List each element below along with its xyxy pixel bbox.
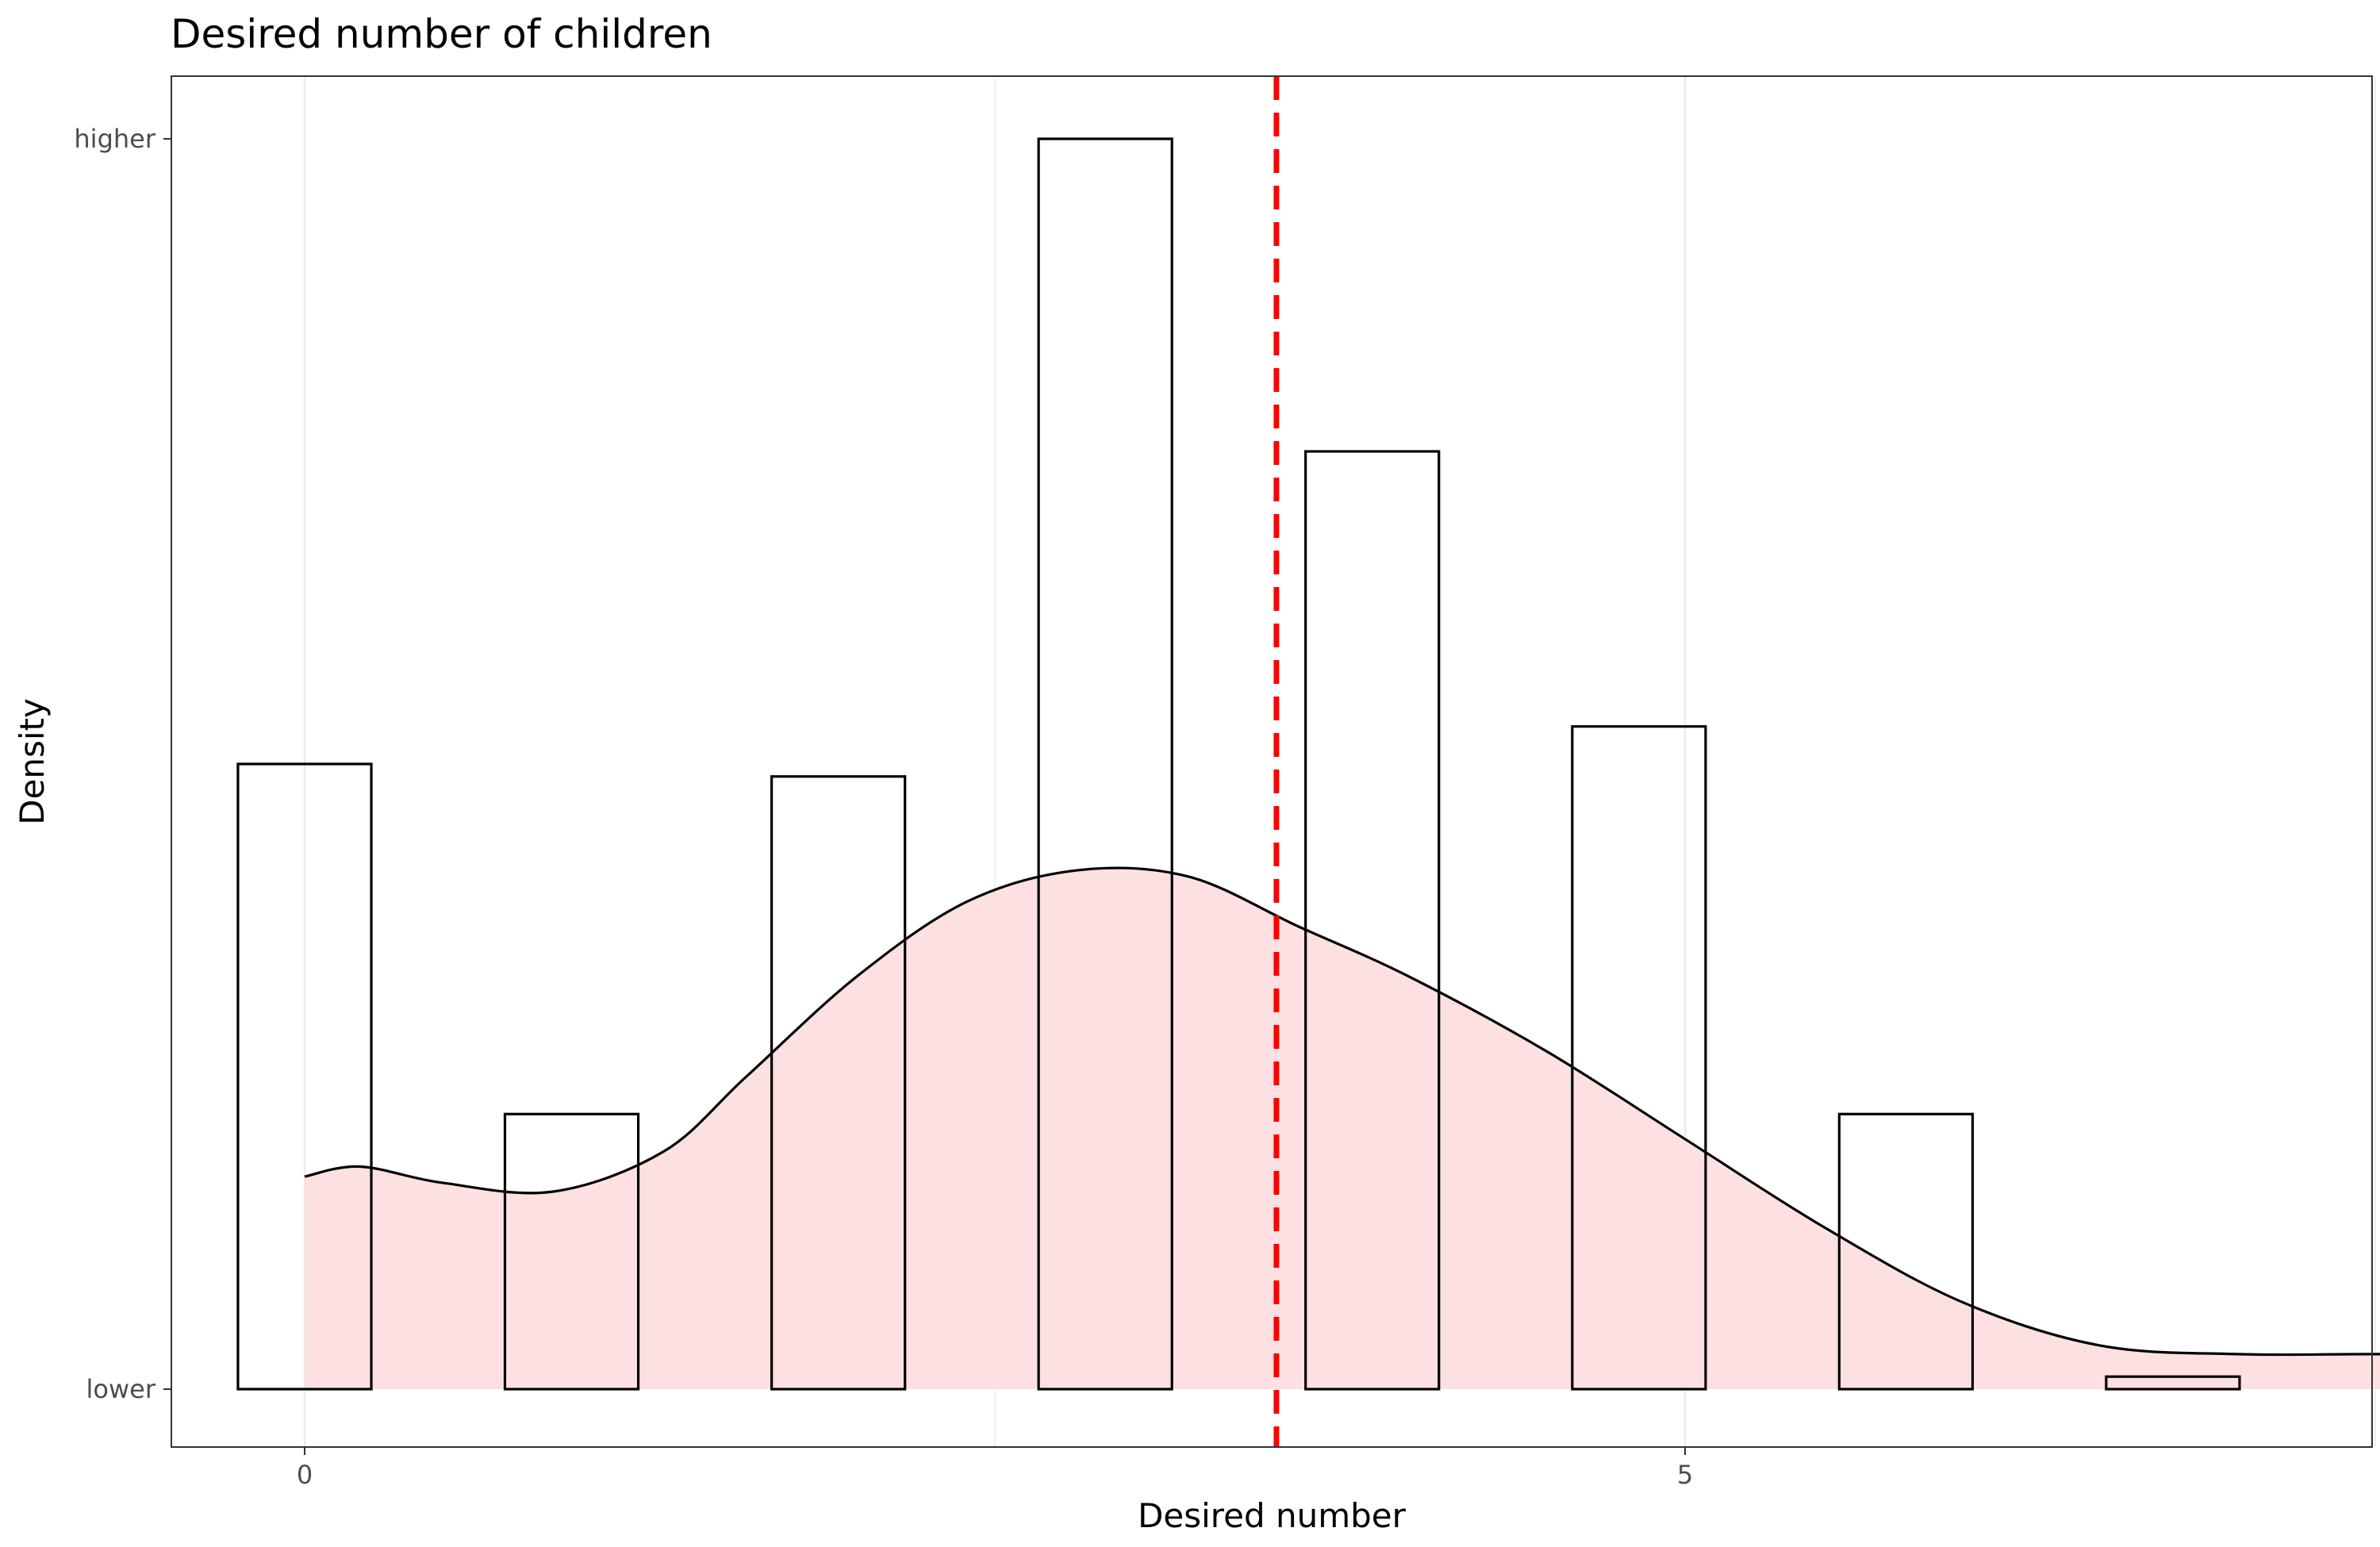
density-area [305,868,2380,1389]
histogram-bar [236,762,373,1391]
density-layer [304,866,2380,1389]
histogram-bar [2105,1375,2241,1391]
y-tick-label: higher [74,124,155,154]
y-axis: lower higher [74,124,171,1404]
panel-border [171,75,2373,1448]
histogram-bar [1837,1112,1975,1391]
chart-title: Desired number of children [171,11,712,57]
histogram-bar [1304,450,1441,1391]
y-tick-label: lower [86,1374,156,1404]
x-tick-label: 5 [1677,1460,1693,1490]
histogram-bar [770,775,907,1391]
histogram-bar [503,1112,640,1391]
histogram-bar [1571,725,1707,1391]
density-curve [304,866,2380,1357]
histogram-bars [236,137,2241,1391]
y-axis-title: Density [13,698,52,825]
x-axis-title: Desired number [1138,1496,1407,1535]
x-tick-label: 0 [297,1460,313,1490]
x-axis: 0510 [297,1447,1693,1490]
histogram-bar [1037,137,1173,1391]
